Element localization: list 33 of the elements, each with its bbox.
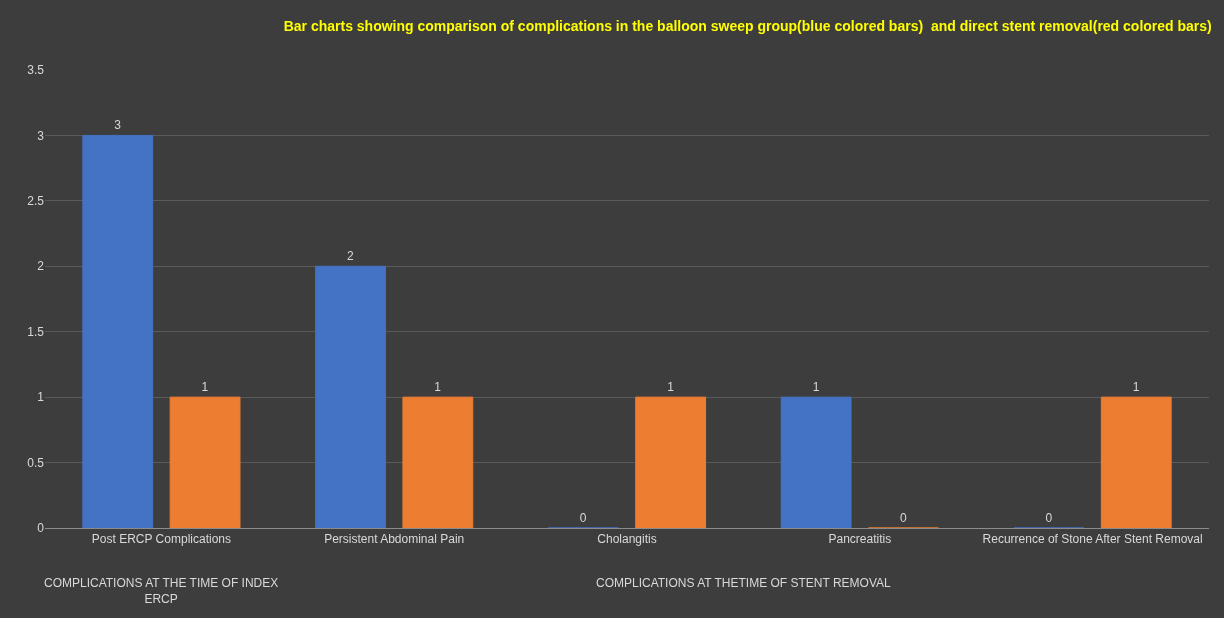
x-tick-label: Recurrence of Stone After Stent Removal [982,532,1203,547]
y-tick-label: 3 [37,128,45,143]
data-label: 0 [579,511,587,525]
y-tick-label: 1.5 [27,324,45,339]
x-tick-label: Post ERCP Complications [91,532,231,547]
data-label: 2 [347,249,355,264]
y-tick-label: 3.5 [27,63,45,78]
bar [402,396,474,528]
text: COMPLICATIONS AT THE TIME OF INDEX ERCP [44,576,279,606]
chart-title: Bar charts showing comparison of complications in the balloon sweep group(blue colored bars) and direct stent removal(red colored bars) [283,18,1212,35]
x-tick-label: Cholangitis [597,532,657,547]
bar [169,396,241,528]
y-tick-label: 1 [37,390,45,405]
bar [82,134,154,528]
bar [780,396,852,528]
data-label: 1 [434,380,442,395]
x-tick-label: Persistent Abdominal Pain [324,532,465,547]
text: COMPLICATIONS AT THETIME OF STENT REMOVAL [596,576,892,590]
bar [315,265,386,528]
bar [635,396,707,528]
bar [1100,396,1172,528]
y-tick-label: 0.5 [27,455,45,470]
data-label: 1 [1132,380,1140,395]
data-label: 0 [899,511,907,525]
data-label: 3 [114,118,122,133]
data-label: 0 [1045,511,1053,525]
data-label: 1 [812,380,820,395]
y-tick-label: 2 [37,259,45,274]
data-label: 1 [667,380,675,395]
data-label: 1 [201,380,209,395]
y-tick-label: 2.5 [27,194,45,209]
x-tick-label: Pancreatitis [828,532,892,547]
y-tick-label: 0 [37,521,45,536]
